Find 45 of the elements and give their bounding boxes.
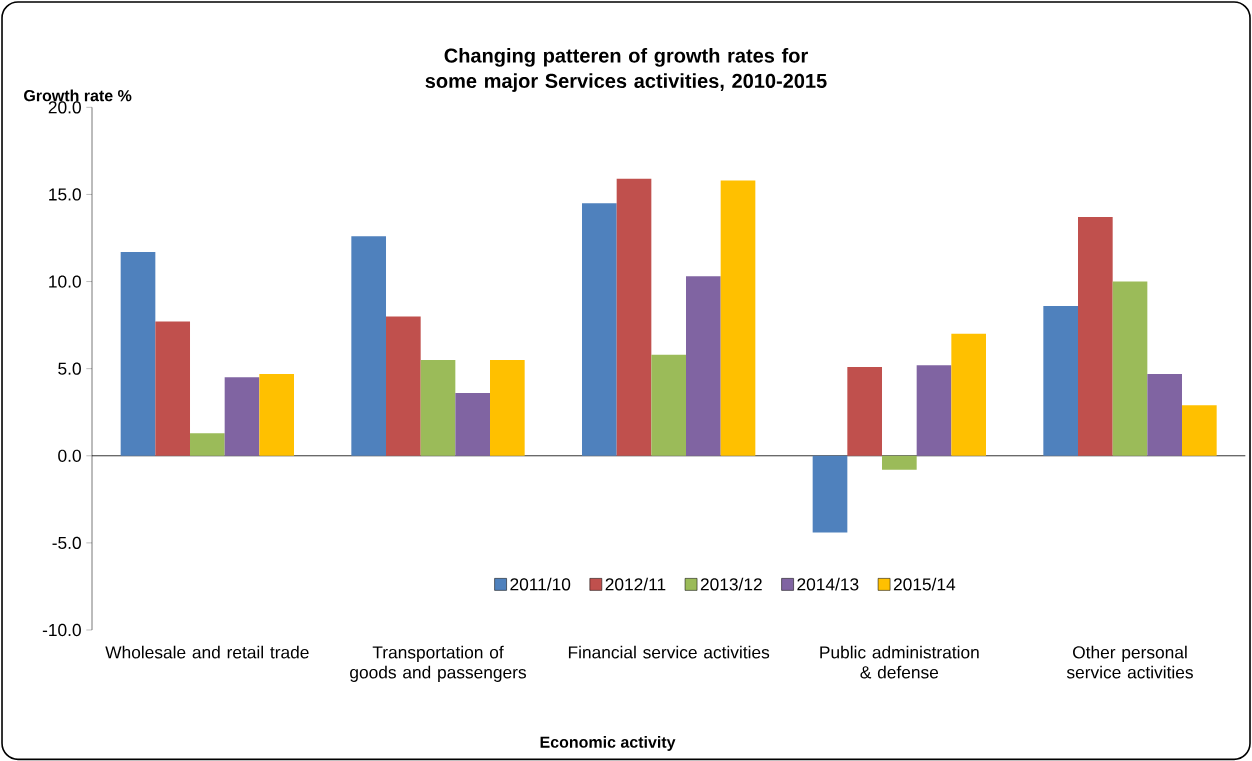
legend-label: 2015/14: [893, 577, 956, 591]
bar: [1182, 405, 1217, 456]
y-tick-label: 15.0: [49, 188, 81, 201]
x-tick-label: Wholesale and retail trade: [105, 645, 309, 659]
bar: [616, 178, 652, 456]
bar: [1043, 305, 1079, 456]
y-axis-title: Growth rate %: [24, 89, 132, 102]
bar: [155, 321, 191, 456]
legend-label: 2014/13: [797, 577, 859, 591]
y-tick-label: -10.0: [42, 623, 81, 636]
x-tick-label: Financial service activities: [568, 645, 770, 659]
bar: [812, 455, 848, 533]
y-tick-label: 0.0: [58, 449, 81, 462]
x-tick-label: Public administration & defense: [820, 645, 979, 679]
bar: [847, 366, 883, 456]
y-tick-label: -5.0: [52, 536, 81, 549]
bar: [120, 251, 156, 456]
bar: [686, 276, 721, 456]
bar: [351, 236, 387, 456]
bar: [490, 359, 525, 456]
bar: [386, 316, 421, 456]
bar: [455, 392, 491, 456]
legend-label: 2012/11: [605, 577, 666, 591]
bar: [1147, 373, 1182, 456]
y-tick-label: 10.0: [49, 275, 81, 288]
legend-label: 2013/12: [700, 577, 762, 591]
chart-title: Changing patteren of growth rates for some major Services activities, 2010-2015: [425, 47, 827, 92]
y-tick-label: 20.0: [48, 101, 81, 114]
bar: [720, 180, 756, 456]
legend-label: 2011/10: [510, 577, 571, 591]
bar: [951, 333, 986, 456]
bar: [259, 373, 294, 456]
bar: [224, 377, 260, 456]
bar: [1112, 281, 1148, 456]
x-axis-title: Economic activity: [540, 735, 676, 751]
bar: [1078, 216, 1113, 456]
bar: [882, 455, 917, 470]
bar: [582, 203, 617, 456]
bar: [916, 365, 952, 456]
bar: [420, 359, 456, 456]
bar: [651, 354, 687, 456]
bar: [190, 432, 225, 456]
x-tick-label: Other personal service activities: [1066, 645, 1193, 679]
x-tick-label: Transportation of goods and passengers: [350, 645, 526, 682]
y-tick-label: 5.0: [58, 362, 81, 375]
